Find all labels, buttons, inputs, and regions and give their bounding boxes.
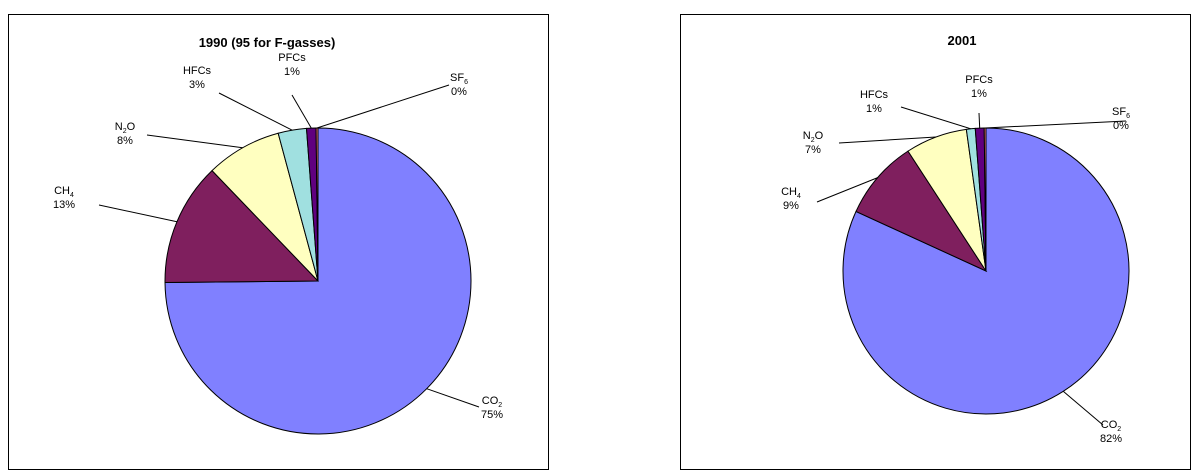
- slice-percent-hfcs-1990: 3%: [189, 79, 205, 91]
- leader-line-co2-1990: [426, 388, 480, 408]
- slice-label-n2o-1990: N2O: [115, 121, 136, 135]
- slice-percent-pfcs-2001: 1%: [971, 88, 987, 100]
- leader-line-sf6-1990: [316, 84, 450, 129]
- leader-line-ch4-1990: [98, 204, 178, 223]
- slice-label-ch4-1990: CH4: [54, 185, 74, 199]
- leader-line-n2o-1990: [146, 134, 243, 149]
- leader-line-ch4-2001: [816, 177, 878, 203]
- slice-percent-co2-1990: 75%: [481, 409, 503, 421]
- leader-line-hfcs-2001: [900, 106, 971, 130]
- leader-line-pfcs-2001: [978, 112, 981, 129]
- pie-chart-2001-panel: 2001 CO2 82% CH4 9% N2O 7% HFCs 1% PFCs 1% SF6 0%: [680, 14, 1191, 470]
- slice-label-pfcs-2001: PFCs: [965, 74, 993, 86]
- leader-line-hfcs-1990: [218, 92, 293, 131]
- slice-label-hfcs-1990: HFCs: [183, 65, 212, 77]
- slice-percent-ch4-2001: 9%: [783, 200, 799, 212]
- leader-line-pfcs-1990: [291, 94, 312, 129]
- slice-percent-pfcs-1990: 1%: [284, 66, 300, 78]
- chart-title-1990: 1990 (95 for F-gasses): [199, 35, 336, 50]
- slice-percent-hfcs-2001: 1%: [866, 103, 882, 115]
- slice-percent-n2o-2001: 7%: [805, 144, 821, 156]
- slice-percent-n2o-1990: 8%: [117, 135, 133, 147]
- pie-slice-ch4-2001: [855, 150, 988, 273]
- pie-slice-co2-1990: [164, 127, 472, 435]
- slice-label-co2-2001: CO2: [1101, 419, 1122, 433]
- slice-label-hfcs-2001: HFCs: [860, 89, 889, 101]
- slice-percent-sf6-2001: 0%: [1113, 120, 1129, 132]
- slice-percent-co2-2001: 82%: [1100, 433, 1122, 445]
- pie-chart-1990-panel: 1990 (95 for F-gasses) CO2 75% CH4 13% N2O 8% H…: [8, 14, 549, 470]
- slice-label-sf6-2001: SF6: [1112, 106, 1130, 120]
- slice-percent-sf6-1990: 0%: [451, 86, 467, 98]
- slice-label-sf6-1990: SF6: [450, 72, 468, 86]
- chart-title-2001: 2001: [948, 33, 977, 48]
- slice-label-co2-1990: CO2: [482, 395, 503, 409]
- slice-label-ch4-2001: CH4: [781, 186, 801, 200]
- slice-label-pfcs-1990: PFCs: [278, 52, 306, 64]
- leader-line-n2o-2001: [838, 136, 937, 144]
- slice-label-n2o-2001: N2O: [803, 130, 824, 144]
- leader-line-sf6-2001: [985, 120, 1127, 129]
- slice-percent-ch4-1990: 13%: [53, 199, 75, 211]
- leader-line-co2-2001: [1062, 390, 1104, 426]
- pie-slice-ch4-1990: [164, 169, 320, 283]
